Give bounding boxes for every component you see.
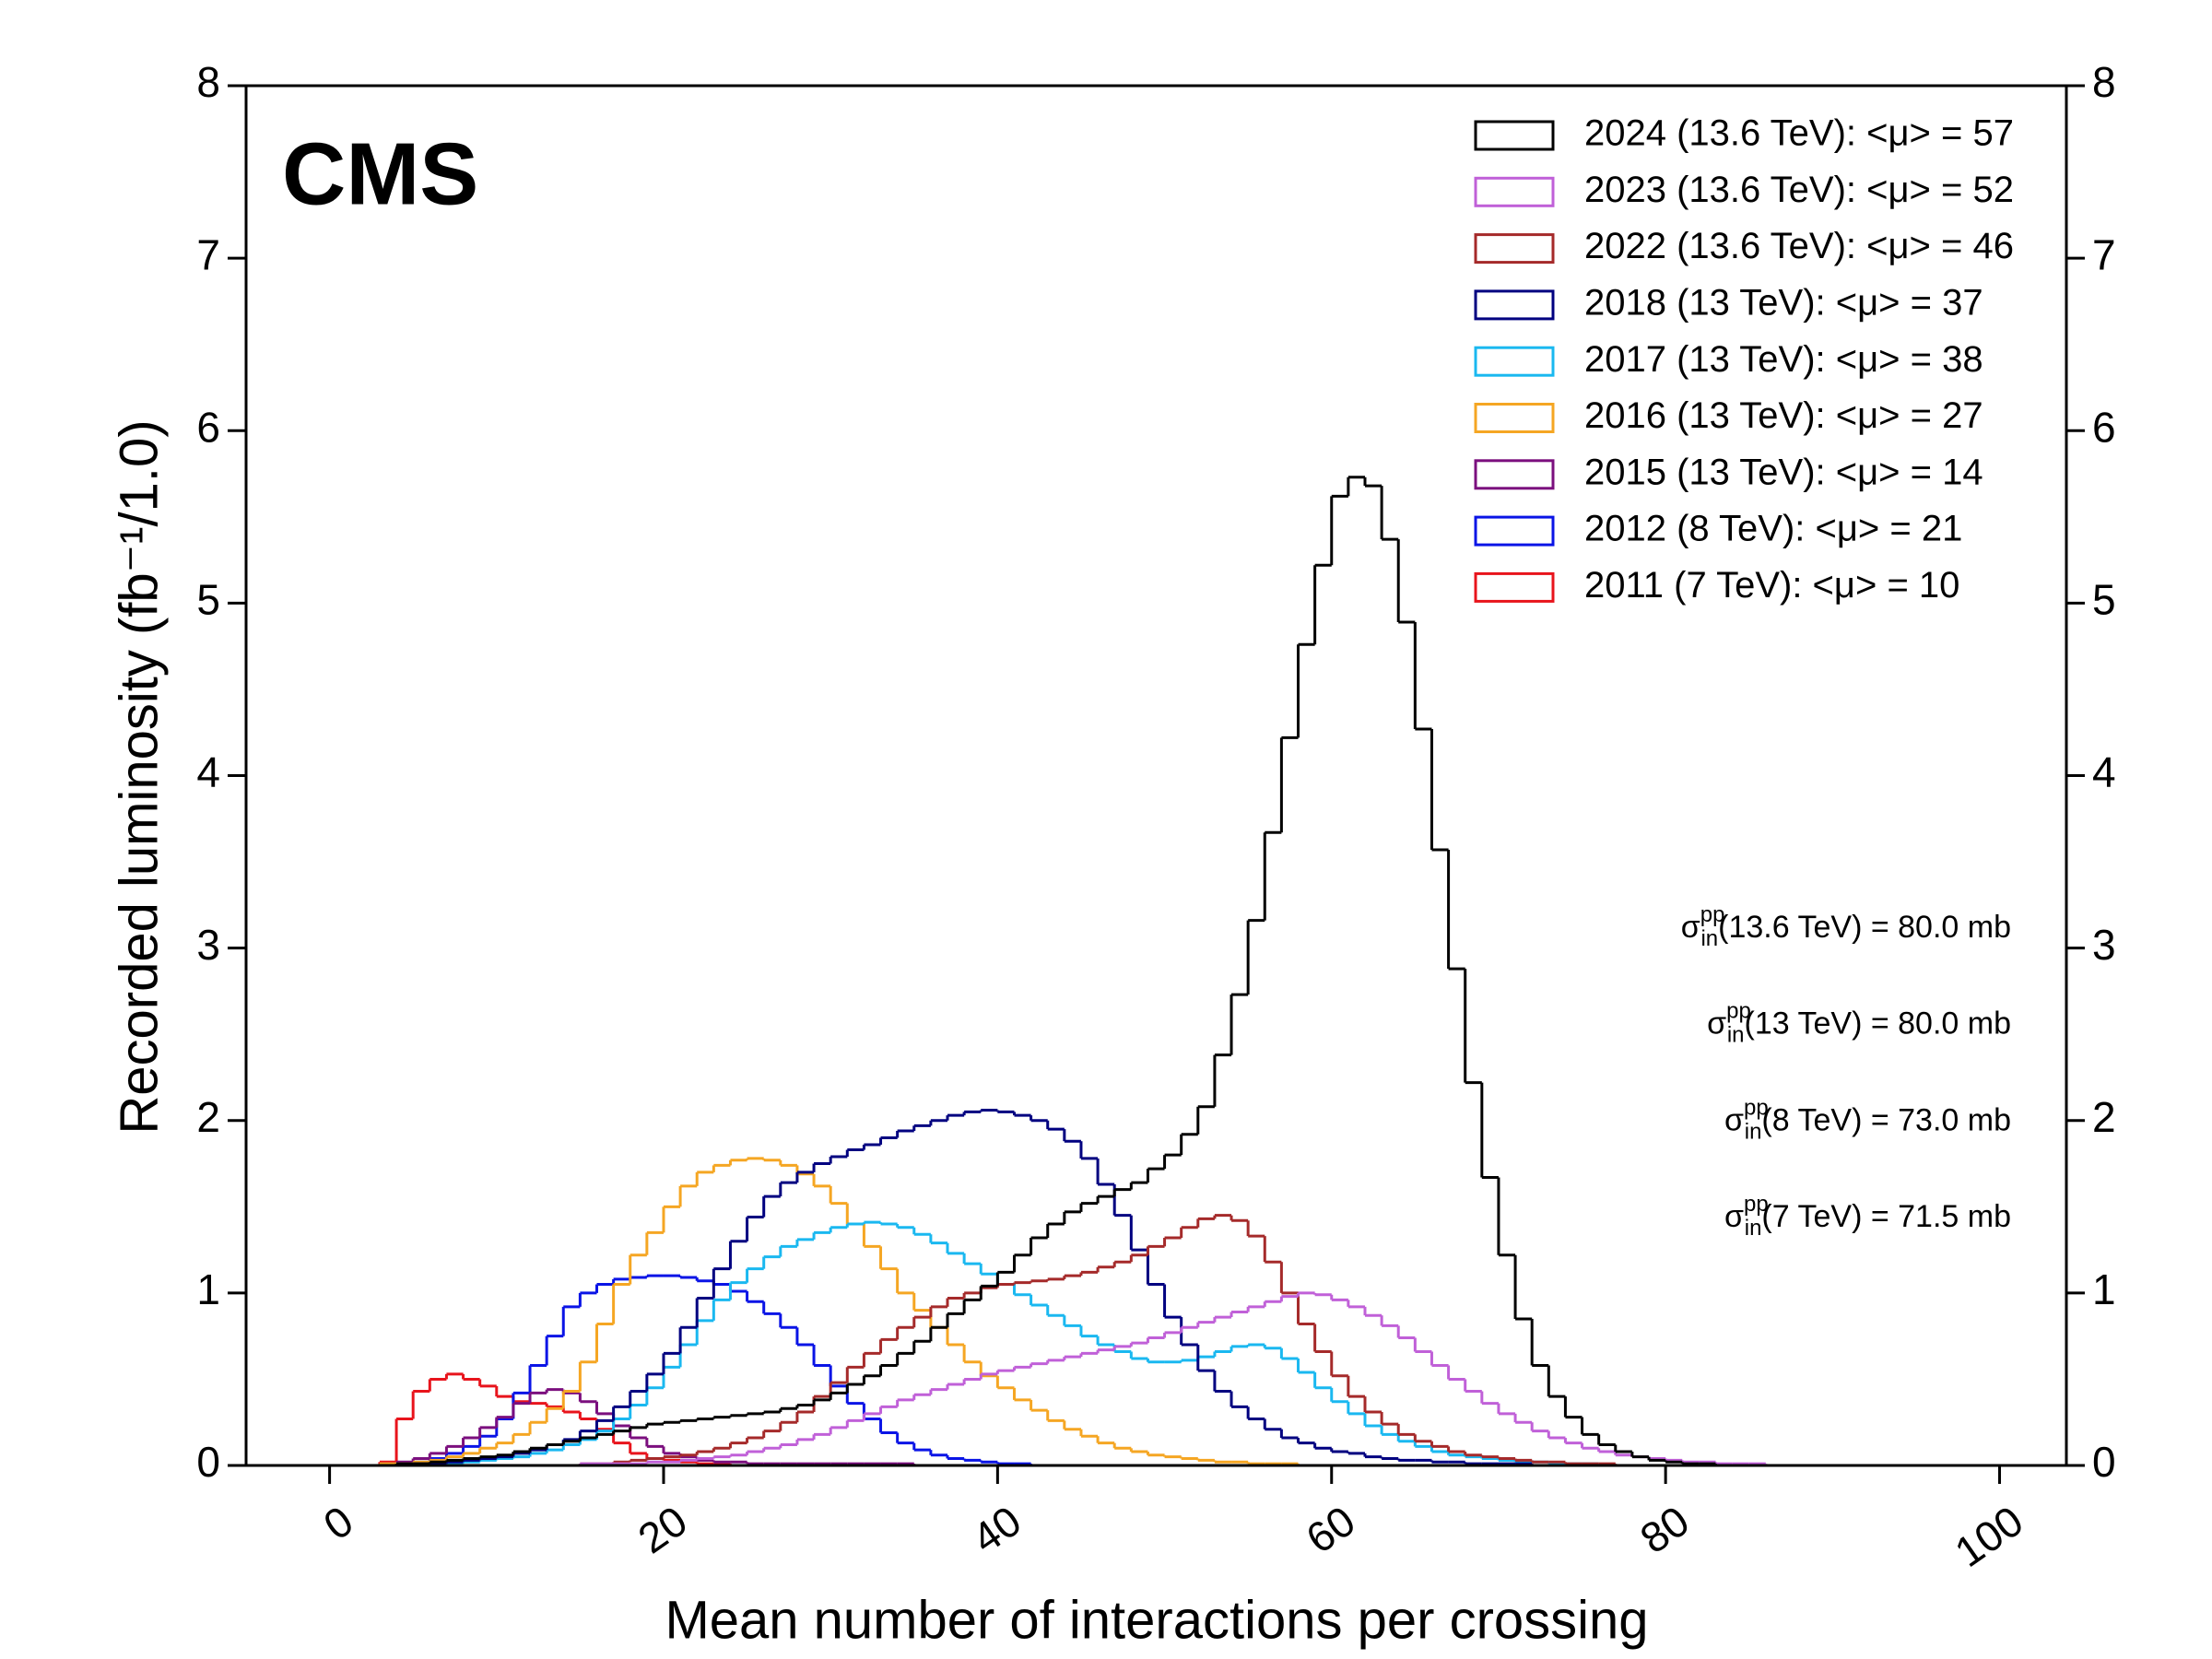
annotation-text: (7 TeV) = 71.5 mb: [1761, 1199, 2011, 1234]
annotation-sup: pp: [1744, 1096, 1769, 1121]
y2-tick-label: 4: [2092, 748, 2116, 796]
annotation-sup: pp: [1726, 999, 1751, 1024]
y2-tick-label: 0: [2092, 1438, 2116, 1486]
annotation-text: (13 TeV) = 80.0 mb: [1745, 1006, 2011, 1041]
legend-swatch: [1474, 571, 1555, 603]
annotation-text: (8 TeV) = 73.0 mb: [1761, 1102, 2011, 1137]
y-tick-label: 1: [196, 1265, 220, 1313]
legend-label: 2012 (8 TeV): <μ> = 21: [1584, 509, 1962, 549]
annotation-sub: in: [1700, 926, 1718, 951]
legend-label: 2016 (13 TeV): <μ> = 27: [1584, 395, 1983, 436]
annotation-symbol: σ: [1681, 910, 1700, 945]
annotation-symbol: σ: [1724, 1102, 1744, 1137]
y2-tick-label: 1: [2092, 1265, 2116, 1313]
y-tick-label: 0: [196, 1438, 220, 1486]
legend-swatch: [1474, 289, 1555, 321]
legend-label: 2011 (7 TeV): <μ> = 10: [1584, 565, 1959, 606]
legend-swatch: [1474, 403, 1555, 433]
y2-tick-label: 3: [2092, 921, 2116, 969]
y2-tick-label: 5: [2092, 576, 2116, 624]
y2-tick-label: 2: [2092, 1093, 2116, 1141]
legend-label: 2017 (13 TeV): <μ> = 38: [1584, 339, 1983, 380]
legend-label: 2024 (13.6 TeV): <μ> = 57: [1584, 113, 2014, 154]
annotation: σpp in(7 TeV) = 71.5 mb: [1724, 1192, 2011, 1241]
y-tick-label: 6: [196, 403, 220, 451]
annotation-sub: in: [1727, 1023, 1745, 1048]
chart-title: CMS: [282, 124, 478, 223]
legend-label: 2015 (13 TeV): <μ> = 14: [1584, 452, 1983, 492]
y-tick-label: 7: [196, 230, 220, 278]
annotation: σpp in(13.6 TeV) = 80.0 mb: [1681, 902, 2011, 951]
y-tick-label: 3: [196, 921, 220, 969]
annotation-sup: pp: [1700, 902, 1725, 927]
legend-swatch: [1474, 459, 1555, 490]
plot-frame: [244, 84, 2068, 1467]
legend-swatch: [1474, 233, 1555, 265]
legend-swatch: [1474, 120, 1555, 151]
y-tick-label: 5: [196, 576, 220, 624]
y-tick-label: 2: [196, 1093, 220, 1141]
legend-swatch: [1474, 176, 1555, 207]
annotation-symbol: σ: [1724, 1199, 1744, 1234]
y2-tick-label: 6: [2092, 403, 2116, 451]
annotation-sub: in: [1745, 1216, 1762, 1241]
annotation-symbol: σ: [1707, 1006, 1726, 1041]
annotation: σpp in(13 TeV) = 80.0 mb: [1707, 999, 2011, 1048]
legend-label: 2018 (13 TeV): <μ> = 37: [1584, 282, 1983, 323]
annotation-sub: in: [1745, 1120, 1762, 1145]
annotation: σpp in(8 TeV) = 73.0 mb: [1724, 1096, 2011, 1145]
y-tick-label: 4: [196, 748, 220, 796]
y2-tick-label: 7: [2092, 230, 2116, 278]
legend-label: 2023 (13.6 TeV): <μ> = 52: [1584, 170, 2014, 210]
x-axis-title: Mean number of interactions per crossing: [665, 1590, 1648, 1650]
legend-label: 2022 (13.6 TeV): <μ> = 46: [1584, 226, 2014, 266]
y2-tick-label: 8: [2092, 58, 2116, 106]
legend-swatch: [1474, 346, 1555, 377]
y-axis-title: Recorded luminosity (fb⁻¹/1.0): [109, 419, 169, 1134]
annotation-sup: pp: [1744, 1192, 1769, 1217]
annotation-text: (13.6 TeV) = 80.0 mb: [1718, 910, 2011, 945]
y-tick-label: 8: [196, 58, 220, 106]
legend-swatch: [1474, 515, 1555, 547]
